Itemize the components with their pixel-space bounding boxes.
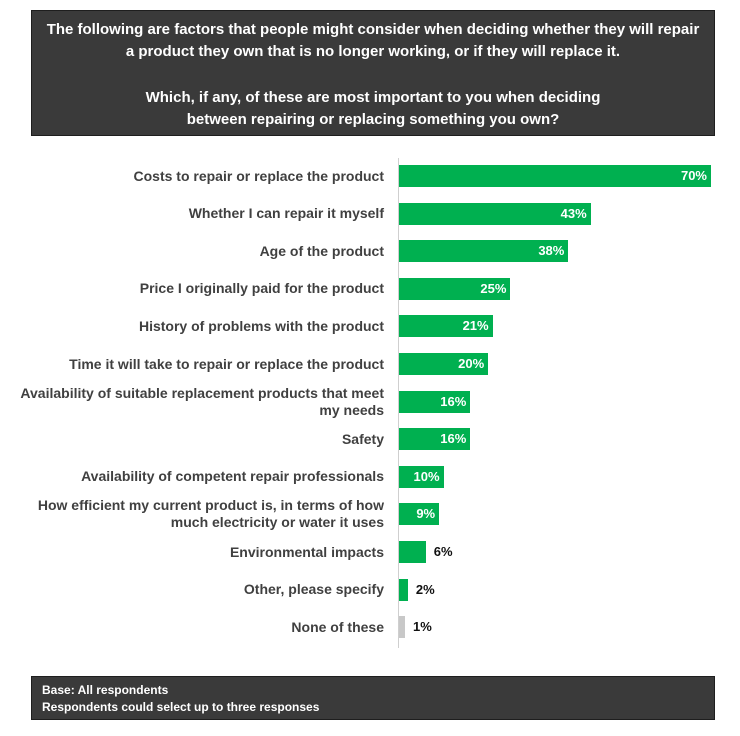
- bar: [399, 277, 511, 300]
- category-label: Time it will take to repair or replace t…: [69, 355, 384, 372]
- bar: [399, 541, 426, 563]
- category-label: Environmental impacts: [229, 543, 384, 560]
- value-label: 10%: [413, 468, 440, 484]
- bar: [399, 616, 405, 639]
- category-label: How efficient my current product is, in …: [37, 497, 384, 531]
- bar: [399, 315, 493, 338]
- value-label: 43%: [560, 205, 587, 221]
- value-label: 1%: [413, 619, 432, 635]
- bar: [399, 578, 408, 601]
- category-label: Age of the product: [259, 242, 384, 259]
- category-label: Availability of suitable replacement pro…: [20, 384, 384, 418]
- category-label: Safety: [341, 430, 384, 447]
- category-label: Other, please specify: [243, 581, 384, 598]
- category-label: None of these: [291, 618, 384, 635]
- base-note-panel: Base: All respondents Respondents could …: [31, 676, 715, 720]
- value-label: 2%: [415, 581, 435, 597]
- bar: [399, 353, 489, 375]
- category-label: History of problems with the product: [138, 317, 384, 334]
- bar: [399, 165, 711, 187]
- value-label: 25%: [480, 280, 507, 296]
- category-label: Whether I can repair it myself: [188, 205, 384, 222]
- question-intro: The following are factors that people mi…: [46, 21, 700, 60]
- value-label: 9%: [416, 506, 436, 522]
- category-axis-line: [398, 158, 399, 648]
- base-text: Base: All respondents: [42, 683, 169, 697]
- category-label: Availability of competent repair profess…: [81, 468, 384, 485]
- bar: [399, 465, 444, 488]
- question-panel: The following are factors that people mi…: [31, 10, 715, 136]
- value-label: 21%: [462, 318, 489, 334]
- value-label: 16%: [440, 393, 467, 409]
- value-label: 6%: [433, 544, 453, 559]
- value-label: 16%: [440, 431, 467, 447]
- bar-chart: Costs to repair or replace the product 70…: [0, 150, 740, 650]
- value-label: 38%: [538, 243, 565, 259]
- category-label: Price I originally paid for the product: [139, 280, 384, 297]
- responses-note: Respondents could select up to three res…: [42, 700, 320, 714]
- bar: [399, 240, 569, 263]
- value-label: 20%: [458, 356, 485, 371]
- category-label: Costs to repair or replace the product: [133, 167, 385, 184]
- bar: [399, 503, 440, 526]
- value-label: 70%: [680, 168, 707, 183]
- bar: [399, 202, 591, 225]
- question-text: Which, if any, of these are most importa…: [145, 89, 601, 128]
- bar: [399, 428, 471, 451]
- bar: [399, 390, 471, 413]
